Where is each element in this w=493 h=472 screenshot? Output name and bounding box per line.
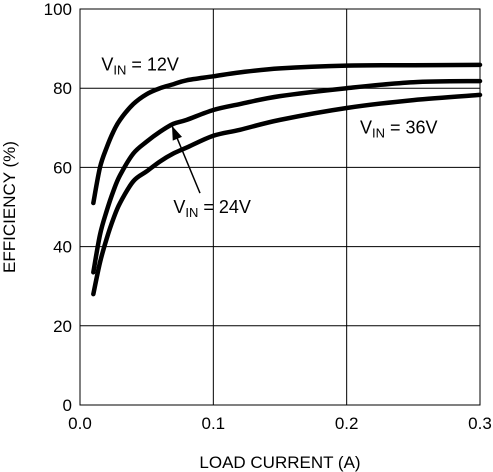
series-label-2: VIN = 24V bbox=[173, 197, 251, 220]
plot-frame bbox=[79, 8, 481, 406]
y-axis-label: EFFICIENCY (%) bbox=[0, 141, 19, 273]
x-axis-label: LOAD CURRENT (A) bbox=[199, 453, 360, 472]
y-tick-label: 80 bbox=[53, 79, 72, 98]
y-tick-label: 100 bbox=[44, 0, 72, 19]
x-tick-label: 0.0 bbox=[68, 414, 92, 433]
series-label-1: VIN = 12V bbox=[101, 54, 179, 77]
series-line-1 bbox=[91, 62, 483, 206]
series-line-2 bbox=[91, 78, 483, 275]
y-tick-label: 20 bbox=[53, 317, 72, 336]
grid bbox=[80, 9, 480, 405]
x-tick-label: 0.3 bbox=[468, 414, 492, 433]
series-line-3 bbox=[91, 92, 483, 297]
y-tick-label: 60 bbox=[53, 158, 72, 177]
y-tick-label: 40 bbox=[53, 238, 72, 257]
annotations: VIN = 12V VIN = 24V VIN = 36V bbox=[101, 54, 437, 220]
y-tick-label: 0 bbox=[63, 396, 72, 415]
series-group bbox=[91, 62, 483, 297]
annotation-arrow-head bbox=[172, 125, 182, 141]
x-tick-label: 0.2 bbox=[335, 414, 359, 433]
x-tick-label: 0.1 bbox=[202, 414, 226, 433]
tick-labels: 0.0 0.1 0.2 0.3 0 20 40 60 80 100 bbox=[44, 0, 492, 433]
series-label-3: VIN = 36V bbox=[360, 118, 438, 141]
